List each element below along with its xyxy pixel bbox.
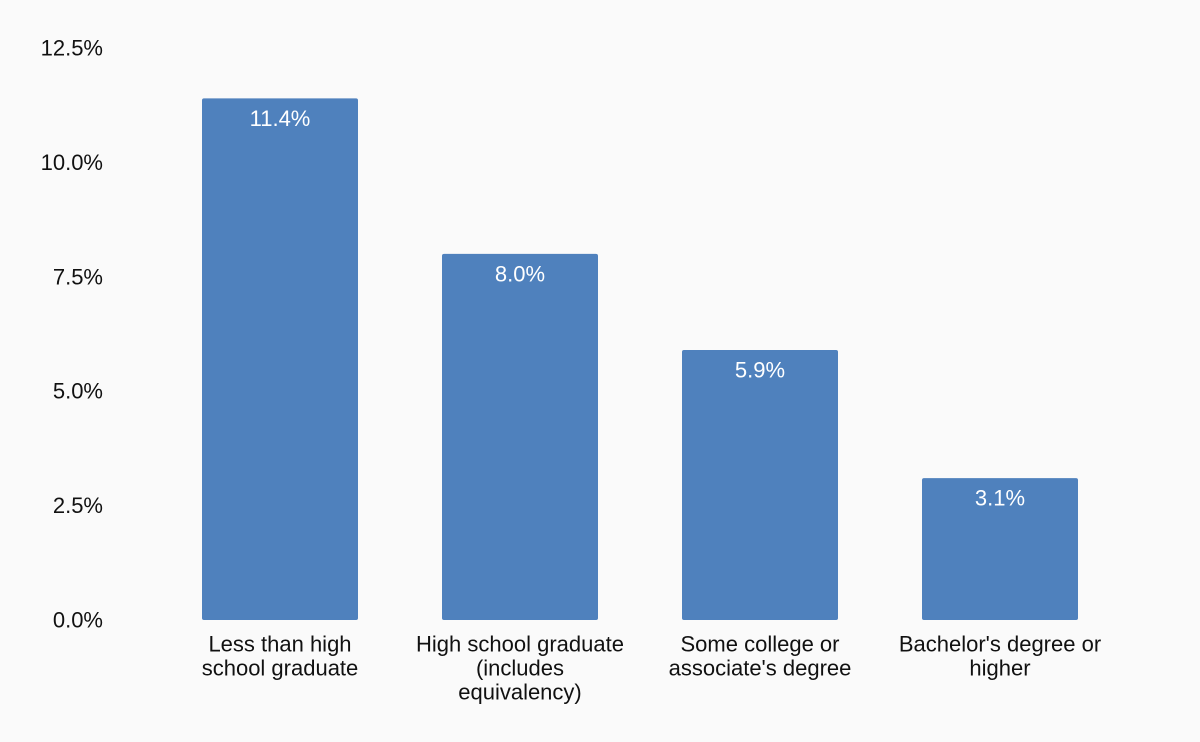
x-tick-label-line: Bachelor's degree or xyxy=(899,632,1101,657)
x-tick-label-line: High school graduate xyxy=(416,632,624,657)
x-tick-label-line: Some college or xyxy=(681,632,840,657)
y-axis: 0.0% 2.5% 5.0% 7.5% 10.0% 12.5% xyxy=(41,36,103,633)
x-tick-label-line: Less than high xyxy=(208,632,351,657)
data-labels: 11.4% 8.0% 5.9% 3.1% xyxy=(250,106,1025,511)
x-tick-label-line: school graduate xyxy=(202,656,359,681)
x-tick-label-line: associate's degree xyxy=(669,656,852,681)
x-tick-label: Less than high school graduate xyxy=(202,632,359,681)
x-axis: Less than high school graduate High school… xyxy=(202,632,1101,705)
x-tick-label: High school graduate (includes equivalency… xyxy=(416,632,624,705)
y-tick-label: 5.0% xyxy=(53,379,103,404)
bar xyxy=(922,478,1078,620)
y-tick-label: 7.5% xyxy=(53,264,103,289)
bars xyxy=(202,98,1078,621)
bar xyxy=(682,350,838,620)
y-tick-label: 2.5% xyxy=(53,493,103,518)
y-tick-label: 0.0% xyxy=(53,608,103,633)
bar xyxy=(442,253,598,621)
data-label: 11.4% xyxy=(250,106,311,131)
x-tick-label-line: higher xyxy=(969,656,1030,681)
data-label: 3.1% xyxy=(975,486,1025,511)
x-tick-label-line: equivalency) xyxy=(458,680,582,705)
y-tick-label: 10.0% xyxy=(41,150,103,175)
y-tick-label: 12.5% xyxy=(41,36,103,61)
x-tick-label: Bachelor's degree or higher xyxy=(899,632,1101,681)
data-label: 8.0% xyxy=(495,261,545,286)
data-label: 5.9% xyxy=(735,358,785,383)
bar xyxy=(202,98,358,620)
x-tick-label-line: (includes xyxy=(476,656,564,681)
x-tick-label: Some college or associate's degree xyxy=(669,632,852,681)
